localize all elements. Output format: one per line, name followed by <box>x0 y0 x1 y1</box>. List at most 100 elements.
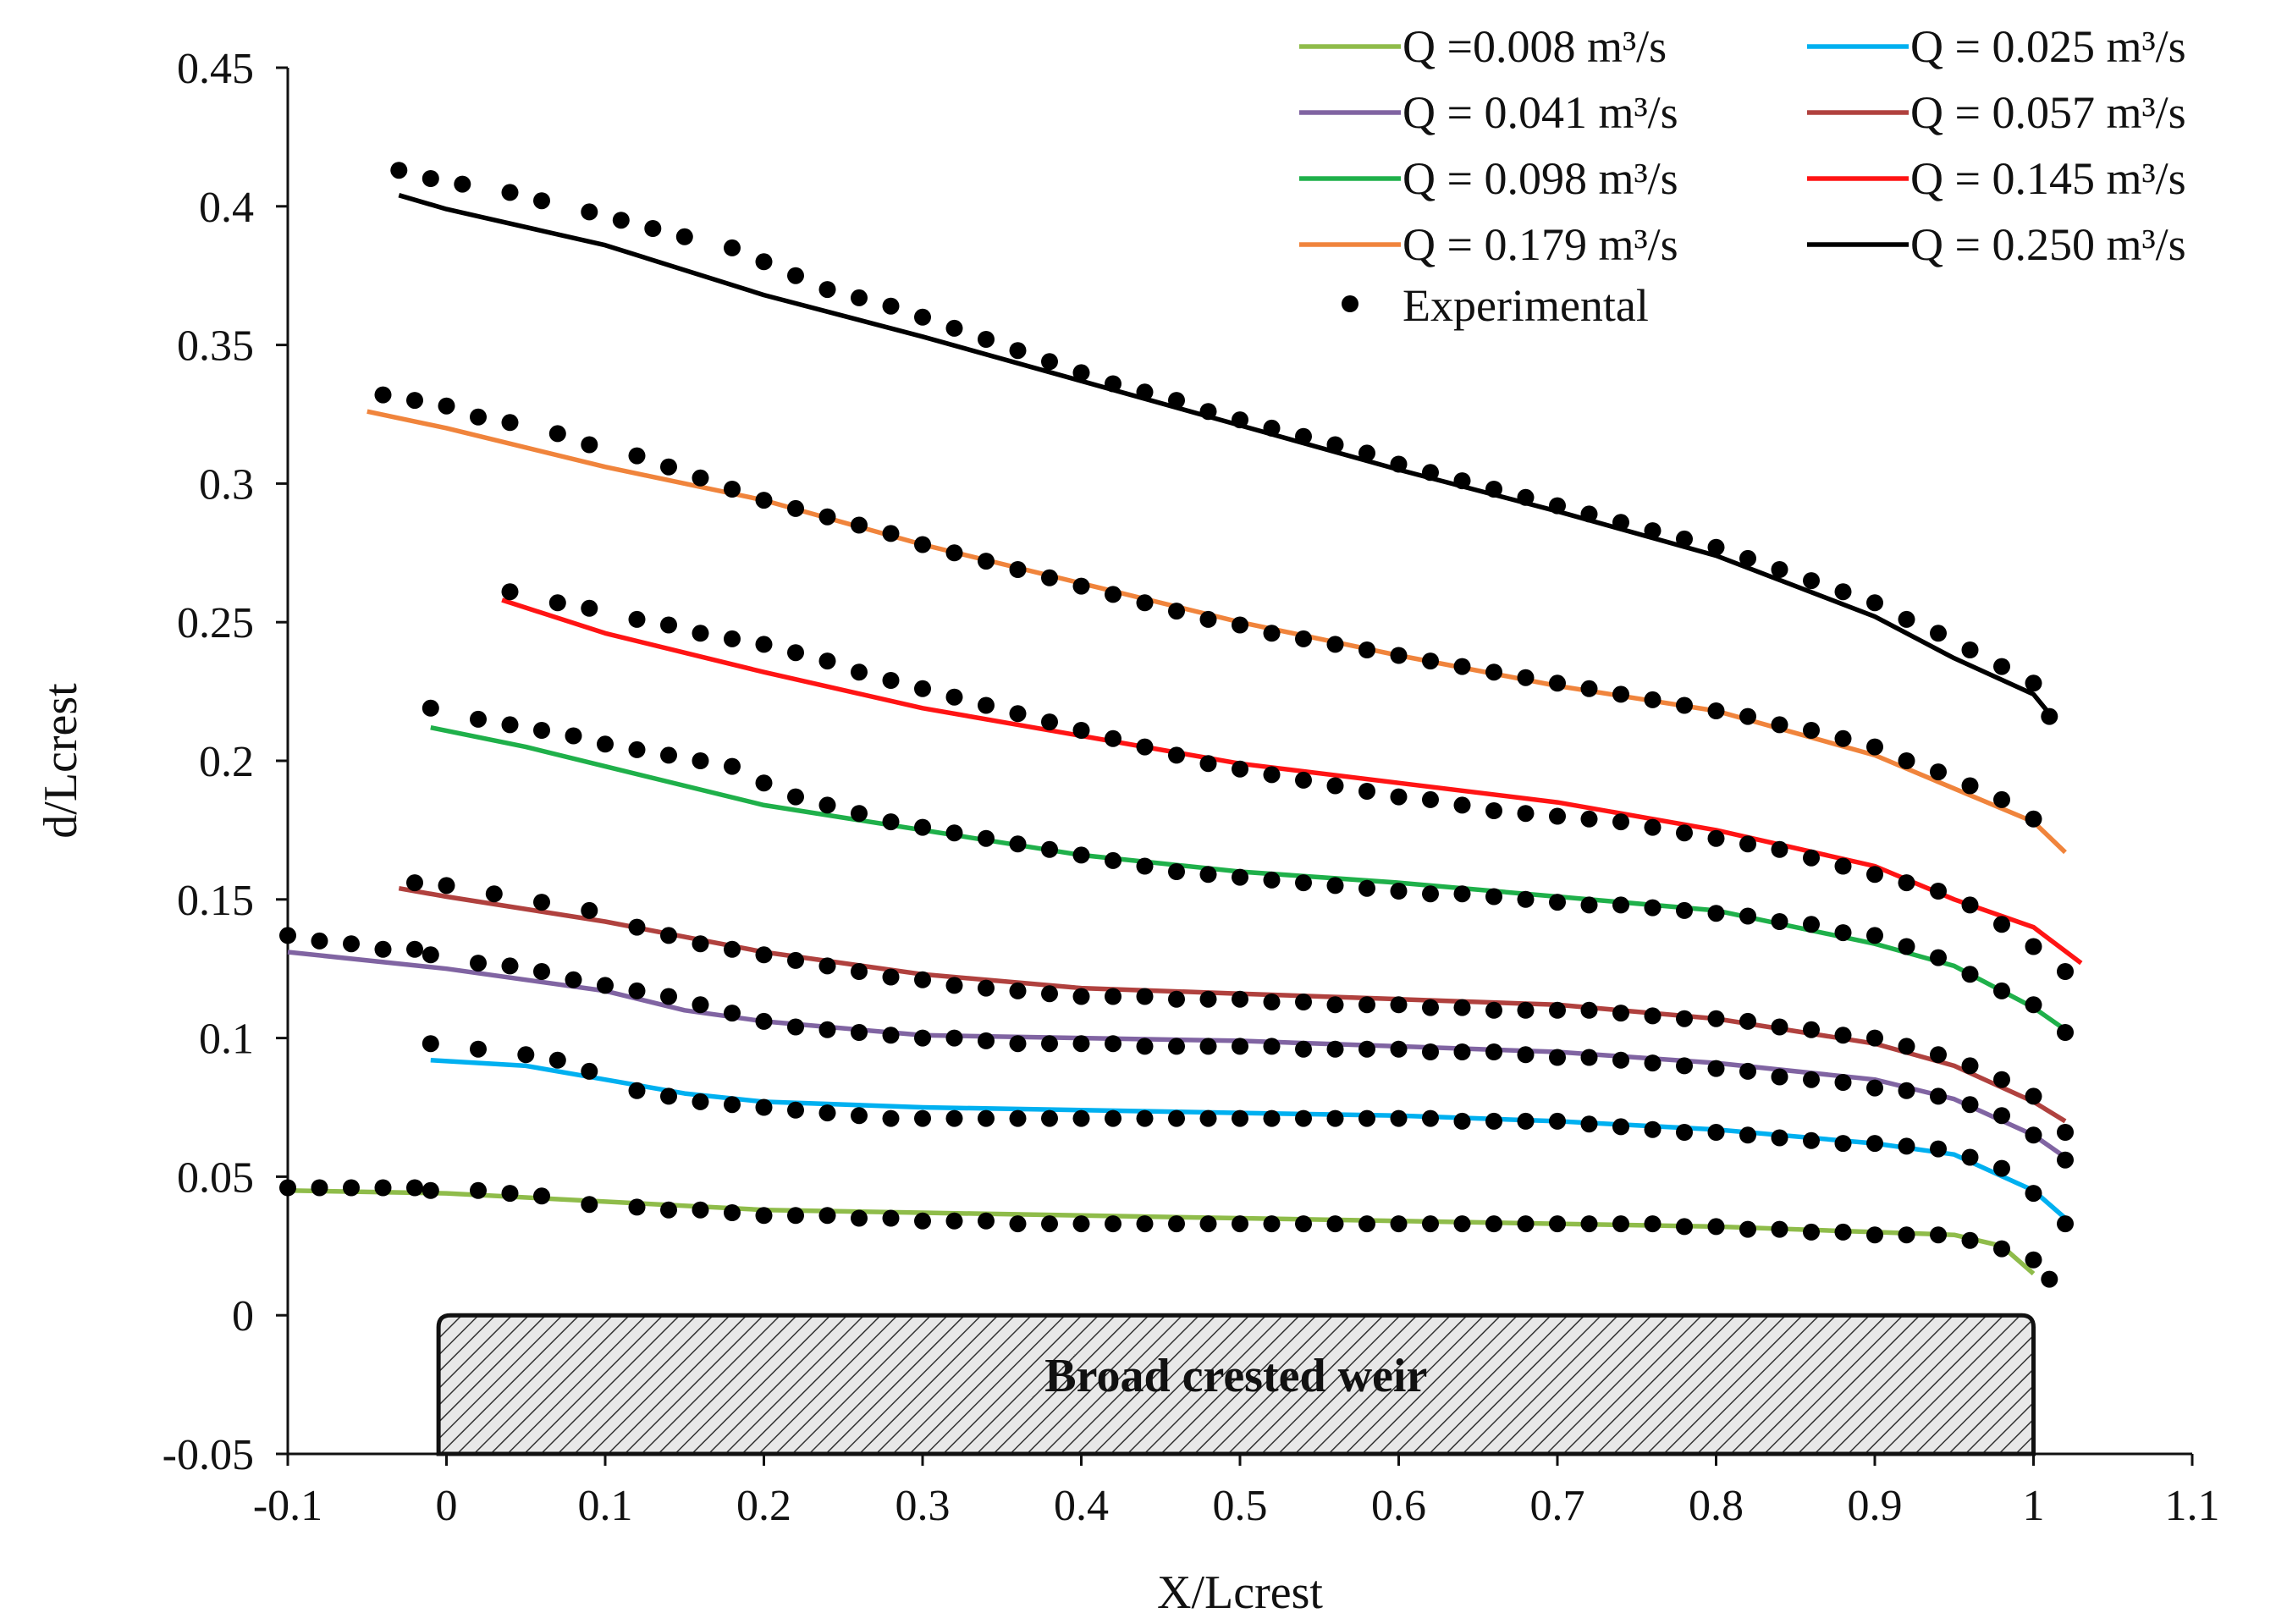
experimental-point <box>1326 777 1344 795</box>
experimental-point <box>1232 760 1248 778</box>
experimental-point <box>1961 641 1979 658</box>
experimental-point <box>422 1181 439 1199</box>
experimental-point <box>1041 985 1058 1003</box>
experimental-point <box>882 968 900 986</box>
experimental-point <box>1485 663 1502 681</box>
experimental-point <box>1676 1218 1693 1236</box>
experimental-point <box>1676 901 1693 919</box>
experimental-point <box>1834 857 1852 875</box>
experimental-point <box>1898 1038 1915 1055</box>
experimental-point <box>1517 805 1535 823</box>
experimental-point <box>787 1207 804 1225</box>
legend-label-7: Q = 0.179 m³/s <box>1403 219 1678 270</box>
experimental-point <box>1644 1215 1662 1233</box>
experimental-point <box>1358 1040 1375 1058</box>
experimental-point <box>914 1212 931 1230</box>
experimental-point <box>1834 1223 1852 1241</box>
experimental-point <box>660 458 677 476</box>
experimental-point <box>1549 807 1566 825</box>
experimental-point <box>311 932 328 950</box>
experimental-point <box>1961 896 1979 914</box>
experimental-point <box>755 1012 773 1030</box>
weir-annotation: Broad crested weir <box>436 1313 2036 1456</box>
experimental-point <box>1390 1109 1408 1127</box>
y-tick-label: -0.05 <box>163 1431 254 1479</box>
x-tick-label: 0.4 <box>1054 1482 1109 1530</box>
experimental-point <box>581 599 598 617</box>
experimental-point <box>533 192 550 210</box>
x-tick-label: 0 <box>436 1482 458 1530</box>
experimental-point <box>1866 1079 1883 1097</box>
experimental-point <box>1168 1038 1185 1055</box>
experimental-point <box>1930 1046 1947 1064</box>
experimental-point <box>1199 610 1217 628</box>
y-tick-label: 0.2 <box>199 738 254 786</box>
experimental-point <box>1580 1001 1598 1019</box>
experimental-point <box>1232 1038 1248 1055</box>
experimental-point <box>2057 963 2074 980</box>
experimental-point <box>1136 383 1154 401</box>
experimental-point <box>851 289 868 306</box>
experimental-point <box>1930 883 1947 900</box>
experimental-point <box>501 184 519 201</box>
experimental-point <box>1136 594 1154 612</box>
x-tick-label: 0.7 <box>1530 1482 1585 1530</box>
experimental-point <box>1263 625 1281 642</box>
experimental-point <box>1390 1215 1408 1233</box>
experimental-point <box>628 740 646 758</box>
experimental-point <box>851 805 868 823</box>
experimental-point <box>311 1179 328 1197</box>
experimental-point <box>1771 716 1788 734</box>
experimental-point <box>978 1032 995 1049</box>
experimental-point <box>1993 916 2010 933</box>
experimental-point <box>1041 569 1058 586</box>
experimental-point <box>692 1201 709 1219</box>
experimental-point <box>1771 1220 1788 1238</box>
experimental-point <box>1580 680 1598 697</box>
experimental-point <box>2025 810 2042 828</box>
experimental-point <box>1232 1109 1248 1127</box>
experimental-point <box>1168 603 1185 620</box>
experimental-point <box>1422 464 1439 482</box>
experimental-point <box>1009 1035 1027 1053</box>
experimental-point <box>1072 1109 1090 1127</box>
experimental-point <box>1517 1112 1535 1130</box>
experimental-point <box>1549 497 1566 515</box>
experimental-point <box>1072 1215 1090 1233</box>
experimental-point <box>581 203 598 221</box>
experimental-point <box>470 1040 487 1058</box>
experimental-point <box>581 901 598 919</box>
experimental-point <box>1993 1240 2010 1258</box>
experimental-point <box>1168 392 1185 410</box>
experimental-point <box>1326 1215 1344 1233</box>
experimental-point <box>787 499 804 517</box>
experimental-point <box>1453 658 1471 675</box>
experimental-point <box>1358 879 1375 897</box>
experimental-point <box>724 481 741 498</box>
experimental-point <box>1422 652 1439 670</box>
experimental-point <box>1326 636 1344 653</box>
x-tick-label: -0.1 <box>253 1482 322 1530</box>
experimental-point <box>501 1185 519 1203</box>
experimental-point <box>1517 890 1535 908</box>
experimental-point <box>818 1104 836 1122</box>
legend-label-experimental: Experimental <box>1403 280 1649 331</box>
experimental-point <box>1485 1043 1502 1060</box>
experimental-point <box>1739 1012 1756 1030</box>
experimental-point <box>1676 824 1693 842</box>
experimental-point <box>1898 610 1915 628</box>
experimental-point <box>945 977 963 994</box>
experimental-point <box>1009 342 1027 360</box>
experimental-point <box>882 1027 900 1044</box>
experimental-point <box>914 818 931 836</box>
experimental-point <box>1422 1043 1439 1060</box>
experimental-point <box>1517 669 1535 686</box>
experimental-point <box>978 553 995 570</box>
experimental-point <box>755 636 773 653</box>
experimental-point <box>1612 896 1629 914</box>
experimental-point <box>279 1179 296 1197</box>
experimental-point <box>1993 982 2010 999</box>
experimental-point <box>501 414 519 432</box>
experimental-point <box>1644 1120 1662 1138</box>
weir-label: Broad crested weir <box>1044 1350 1427 1402</box>
